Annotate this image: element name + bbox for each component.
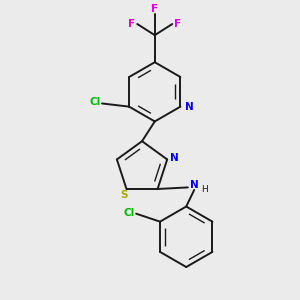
Text: Cl: Cl — [124, 208, 135, 218]
Text: F: F — [151, 4, 158, 14]
Text: N: N — [185, 102, 194, 112]
Text: S: S — [120, 190, 128, 200]
Text: N: N — [190, 180, 199, 190]
Text: N: N — [170, 153, 178, 163]
Text: H: H — [201, 184, 208, 194]
Text: F: F — [175, 19, 182, 29]
Text: F: F — [128, 19, 135, 29]
Text: Cl: Cl — [89, 98, 101, 107]
